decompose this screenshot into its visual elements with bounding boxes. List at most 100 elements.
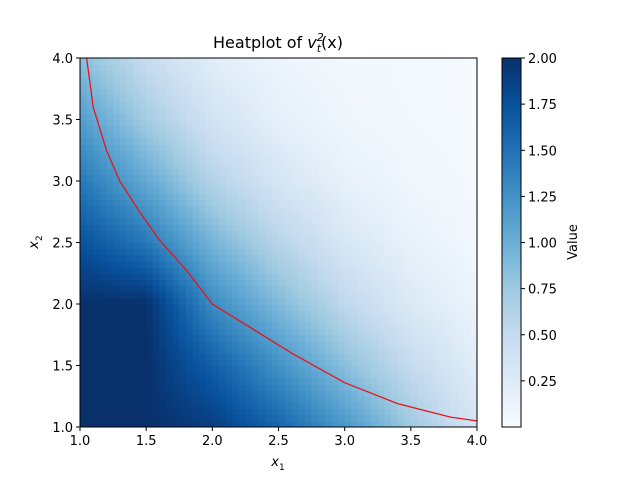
heatmap-cell: [377, 408, 385, 416]
heatmap-cell: [304, 94, 313, 102]
heatmap-cell: [113, 211, 121, 219]
heatmap-cell: [357, 254, 366, 262]
heatmap-cell: [252, 322, 260, 330]
y-tick-label: 2.5: [52, 237, 73, 252]
heatmap-cell: [331, 217, 339, 225]
heatmap-cell: [159, 144, 167, 151]
heatmap-cell: [364, 328, 372, 336]
heatmap-cell: [384, 359, 392, 367]
heatmap-cell: [245, 230, 253, 237]
heatmap-cell: [437, 144, 445, 151]
heatmap-cell: [278, 291, 286, 299]
heatmap-cell: [437, 64, 445, 71]
heatmap-cell: [179, 267, 187, 274]
heatmap-cell: [232, 88, 240, 96]
heatmap-cell: [304, 383, 313, 391]
heatmap-cell: [80, 137, 88, 145]
heatmap-cell: [238, 156, 247, 164]
heatmap-cell: [86, 359, 94, 367]
heatmap-cell: [311, 174, 319, 182]
heatmap-cell: [265, 359, 273, 367]
heatmap-cell: [424, 211, 432, 219]
heatmap-cell: [113, 144, 121, 151]
heatmap-cell: [185, 254, 194, 262]
heatmap-cell: [291, 420, 299, 427]
heatmap-cell: [450, 64, 458, 71]
heatmap-cell: [311, 390, 319, 397]
heatmap-cell: [119, 328, 127, 336]
heatmap-cell: [192, 242, 200, 250]
heatmap-cell: [298, 125, 306, 133]
heatmap-cell: [417, 187, 425, 194]
heatmap-cell: [278, 187, 286, 194]
heatmap-cell: [377, 371, 385, 379]
heatmap-cell: [424, 273, 432, 280]
heatmap-cell: [192, 383, 200, 391]
heatmap-cell: [132, 58, 141, 65]
heatmap-cell: [132, 187, 141, 194]
heatmap-cell: [338, 193, 346, 201]
heatmap-cell: [146, 383, 154, 391]
heatmap-cell: [424, 254, 432, 262]
contour-line: [85, 58, 477, 422]
heatmap-cell: [291, 371, 299, 379]
heatmap-cell: [377, 359, 385, 367]
heatmap-cell: [93, 267, 101, 274]
heatmap-cell: [430, 248, 438, 256]
heatmap-cell: [80, 168, 88, 176]
heatmap-cell: [278, 328, 286, 336]
heatmap-cell: [417, 58, 425, 65]
heatmap-cell: [470, 267, 477, 274]
heatmap-cell: [371, 408, 379, 416]
heatmap-cell: [238, 224, 247, 231]
heatmap-cell: [457, 82, 465, 90]
heatmap-cell: [311, 285, 319, 293]
heatmap-cell: [99, 205, 108, 213]
heatmap-cell: [205, 156, 213, 164]
heatmap-cell: [119, 168, 127, 176]
heatmap-cell: [457, 347, 465, 354]
heatmap-cell: [331, 58, 339, 65]
heatmap-cell: [377, 137, 385, 145]
heatmap-cell: [86, 260, 94, 268]
heatmap-cell: [324, 113, 333, 121]
heatmap-cell: [278, 267, 286, 274]
heatmap-cell: [139, 310, 147, 317]
heatmap-cell: [271, 260, 280, 268]
heatmap-cell: [258, 94, 266, 102]
heatmap-cell: [344, 168, 352, 176]
heatmap-cell: [285, 273, 293, 280]
heatmap-cell: [311, 70, 319, 78]
heatmap-cell: [245, 371, 253, 379]
heatmap-cell: [364, 107, 372, 114]
heatmap-cell: [430, 236, 438, 244]
heatmap-cell: [139, 267, 147, 274]
heatmap-cell: [238, 353, 247, 360]
heatmap-cell: [351, 420, 359, 427]
heatmap-cell: [238, 285, 247, 293]
heatmap-cell: [238, 340, 247, 348]
heatmap-cell: [146, 242, 154, 250]
heatmap-cell: [430, 205, 438, 213]
heatmap-cell: [185, 340, 194, 348]
heatmap-cell: [132, 168, 141, 176]
heatmap-cell: [404, 248, 412, 256]
heatmap-cell: [179, 328, 187, 336]
heatmap-cell: [166, 217, 174, 225]
heatmap-cell: [212, 291, 220, 299]
heatmap-cell: [291, 390, 299, 397]
heatmap-cell: [146, 76, 154, 84]
heatmap-cell: [457, 125, 465, 133]
heatmap-cell: [298, 211, 306, 219]
heatmap-cell: [126, 402, 134, 410]
heatmap-cell: [443, 279, 452, 287]
heatmap-cell: [245, 408, 253, 416]
heatmap-cell: [443, 224, 452, 231]
heatmap-cell: [344, 236, 352, 244]
heatmap-cell: [152, 82, 160, 90]
heatmap-cell: [384, 193, 392, 201]
heatmap-cell: [417, 408, 425, 416]
heatmap-cell: [106, 254, 114, 262]
heatmap-cell: [430, 162, 438, 170]
heatmap-cell: [192, 224, 200, 231]
